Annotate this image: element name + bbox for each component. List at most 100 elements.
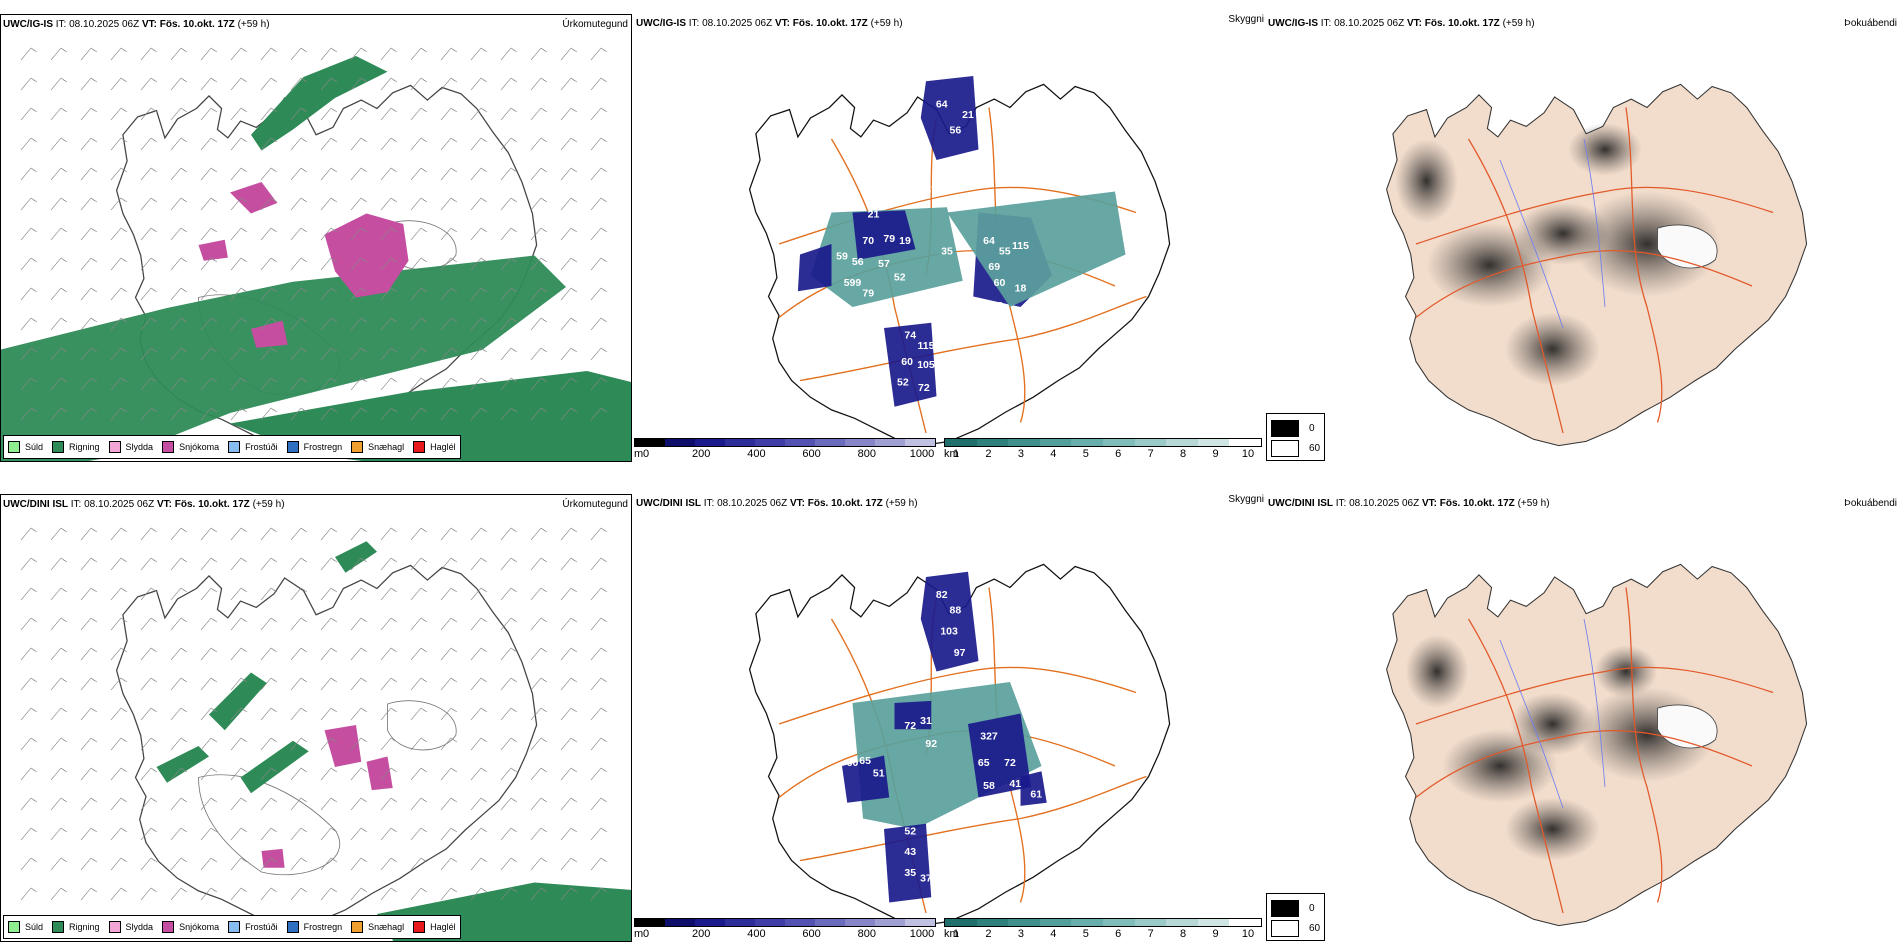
- low-visibility-area: [810, 207, 963, 307]
- visibility-panel-1: UWC/IG-IS IT: 08.10.2025 06Z VT: Fös. 10…: [634, 14, 1264, 462]
- fog-indicator-panel-2: UWC/DINI ISL IT: 08.10.2025 06Z VT: Fös.…: [1266, 494, 1900, 942]
- panel-header: UWC/DINI ISL IT: 08.10.2025 06Z VT: Fös.…: [3, 499, 285, 510]
- rain-area: [240, 740, 309, 794]
- cloud-base-value: 60: [847, 757, 859, 769]
- cloud-base-value: 52: [897, 377, 909, 389]
- fog-legend-swatch: [1271, 919, 1299, 937]
- colorbar-track: [634, 438, 936, 447]
- rain-area: [250, 56, 388, 151]
- legend-label: Snjókoma: [179, 922, 220, 932]
- legend-swatch: [52, 441, 65, 453]
- colorbar-tick-label: 800: [857, 928, 876, 940]
- panel-header: UWC/IG-IS IT: 08.10.2025 06Z VT: Fös. 10…: [636, 18, 903, 29]
- precip-map-layer: [1, 56, 631, 461]
- legend-label: Súld: [25, 922, 44, 932]
- cloud-base-value: 327: [980, 731, 998, 743]
- legend-label: Slydda: [125, 442, 154, 452]
- panel-header: UWC/IG-IS IT: 08.10.2025 06Z VT: Fös. 10…: [3, 19, 270, 30]
- cloud-base-value: 41: [1009, 778, 1021, 790]
- coastline: [748, 83, 1171, 447]
- legend-item: Slydda: [108, 921, 154, 933]
- fog-indicator-panel-1: UWC/IG-IS IT: 08.10.2025 06Z VT: Fös. 10…: [1266, 14, 1900, 462]
- legend-label: Súld: [25, 442, 44, 452]
- fog-legend-swatch: [1271, 899, 1299, 917]
- legend-swatch: [8, 441, 20, 453]
- cloud-base-colorbar: m 0 200 400 600 800 1000: [634, 438, 936, 462]
- colorbar-tick-label: 8: [1180, 928, 1187, 940]
- legend-item: Snjókoma: [162, 441, 219, 453]
- fog-indicator-legend: 0 60: [1266, 413, 1326, 461]
- wind-barbs: [20, 527, 608, 901]
- colorbar-tick-label: 5: [1082, 448, 1089, 460]
- precip-type-map: [20, 527, 631, 941]
- legend-swatch: [108, 441, 121, 453]
- colorbar-track: [634, 918, 936, 927]
- cloud-base-value: 115: [918, 340, 935, 352]
- legend-swatch: [413, 921, 426, 933]
- colorbar-tick-label: 3: [1017, 928, 1024, 940]
- legend-swatch: [351, 921, 364, 933]
- cloud-base-value: 51: [873, 768, 885, 780]
- colorbar-tick-label: 10: [1241, 448, 1255, 460]
- legend-label: Slydda: [125, 922, 154, 932]
- colorbar-unit: m: [634, 448, 644, 460]
- fog-map-layer: [1386, 83, 1808, 447]
- colorbar-tick-label: 1: [952, 448, 960, 460]
- legend-item: Frostúði: [228, 441, 278, 453]
- fog-legend-item: 0: [1271, 898, 1320, 918]
- fog-area: [1395, 139, 1458, 223]
- colorbar-tick-label: 8: [1180, 448, 1187, 460]
- legend-swatch: [8, 921, 20, 933]
- legend-swatch: [162, 921, 175, 933]
- cloud-base-value: 82: [936, 589, 948, 601]
- cloud-base-value: 97: [954, 647, 966, 659]
- fog-legend-label: 0: [1309, 902, 1315, 914]
- colorbar-tick-label: 3: [1017, 448, 1024, 460]
- visibility-colorbar: km 1 2 3 4 5 6 7 8 9 10: [944, 918, 1262, 942]
- cloud-base-value: 37: [920, 873, 932, 885]
- fog-map-layer: [1386, 563, 1808, 927]
- cloud-base-area: [884, 823, 932, 903]
- coastline: [115, 564, 538, 928]
- cloud-base-value: 65: [978, 757, 990, 769]
- colorbar-tick-label: 9: [1212, 448, 1219, 460]
- cloud-base-value: 49: [1030, 309, 1042, 321]
- cloud-base-value: 73: [978, 309, 990, 321]
- cloud-base-value: 57: [878, 258, 890, 270]
- legend-label: Snæhagl: [368, 442, 405, 452]
- road-network: [1415, 107, 1774, 434]
- panel-title: Úrkomutegund: [562, 499, 628, 510]
- cloud-base-value: 31: [920, 715, 932, 727]
- snow-area: [198, 239, 228, 261]
- cloud-base-value: 74: [904, 330, 916, 342]
- legend-swatch: [413, 441, 426, 453]
- legend-item: Haglél: [413, 921, 456, 933]
- colorbar-tick-label: 4: [1050, 448, 1057, 460]
- legend-label: Haglél: [430, 922, 456, 932]
- colorbar-tick-label: 600: [802, 448, 821, 460]
- cloud-base-value: 59: [836, 251, 848, 263]
- legend-item: Súld: [8, 441, 43, 453]
- cloud-base-area: [797, 243, 832, 292]
- colorbar-unit: m: [634, 928, 644, 940]
- colorbar-tick-label: 1000: [909, 928, 935, 940]
- precip-type-map: [1, 47, 631, 461]
- panel-title: Skyggni: [1228, 494, 1264, 505]
- fog-area: [1405, 634, 1469, 709]
- legend-swatch: [286, 921, 299, 933]
- fog-area: [1505, 797, 1600, 861]
- cloud-base-value: 115: [1012, 240, 1029, 252]
- precip-type-panel-1: UWC/IG-IS IT: 08.10.2025 06Z VT: Fös. 10…: [0, 14, 632, 462]
- colorbar-tick-label: 2: [985, 448, 992, 460]
- cloud-base-value: 21: [868, 209, 880, 221]
- panel-header: UWC/DINI ISL IT: 08.10.2025 06Z VT: Fös.…: [1268, 498, 1550, 509]
- colorbar-tick-label: 5: [1082, 928, 1089, 940]
- cloud-base-area: [884, 322, 937, 407]
- panel-title: Þokuábendi: [1844, 498, 1897, 509]
- colorbar-tick-label: 10: [1241, 928, 1255, 940]
- cloud-base-value: 79: [883, 233, 895, 245]
- cloud-base-value: 52: [894, 272, 906, 284]
